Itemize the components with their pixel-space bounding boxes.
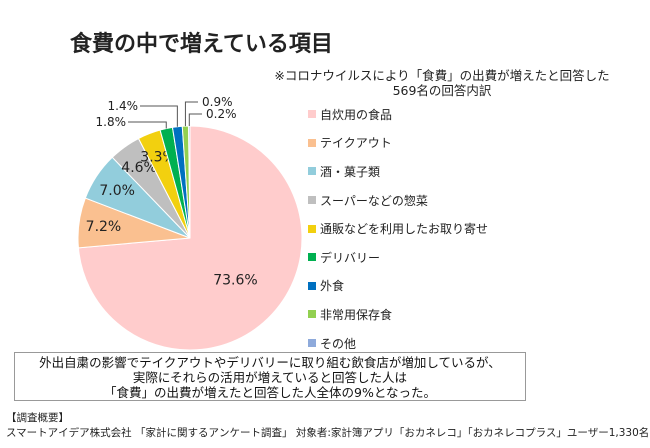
legend-item: 非常用保存食 xyxy=(308,300,488,329)
legend-label: 通販などを利用したお取り寄せ xyxy=(320,222,489,237)
legend-label: デリバリー xyxy=(320,250,381,265)
legend-label: テイクアウト xyxy=(320,136,392,151)
summary-line: 「食費」の出費が増えたと回答した人全体の9%となった。 xyxy=(104,385,436,400)
summary-line: 実際にそれらの活用が増えていると回答した人は xyxy=(132,370,408,385)
legend-item: 酒・菓子類 xyxy=(308,157,488,186)
data-label: 4.6% xyxy=(121,160,157,176)
legend-item: テイクアウト xyxy=(308,129,488,158)
legend-swatch xyxy=(308,310,316,319)
data-label: 7.0% xyxy=(99,183,135,199)
legend-swatch xyxy=(308,281,316,290)
data-label: 0.2% xyxy=(206,107,237,121)
subtitle-line: ※コロナウイルスにより「食費」の出費が増えたと回答した xyxy=(274,68,610,83)
legend-swatch xyxy=(308,167,316,176)
legend-swatch xyxy=(308,138,316,147)
data-label: 7.2% xyxy=(86,219,122,235)
leader-line xyxy=(188,113,202,127)
legend-label: 非常用保存食 xyxy=(320,307,393,322)
leader-line xyxy=(128,121,167,129)
legend-item: スーパーなどの惣菜 xyxy=(308,186,488,215)
subtitle-line: 569名の回答内訳 xyxy=(392,83,492,98)
legend-swatch xyxy=(308,253,316,262)
footer-text: スマートアイデア株式会社 「家計に関するアンケート調査」 対象者:家計簿アプリ「… xyxy=(6,427,650,439)
pie-slice xyxy=(188,125,191,239)
chart-subtitle: ※コロナウイルスにより「食費」の出費が増えたと回答した 569名の回答内訳 xyxy=(262,68,622,98)
legend-label: スーパーなどの惣菜 xyxy=(320,193,428,208)
legend-item: 通販などを利用したお取り寄せ xyxy=(308,214,488,243)
legend-item: 自炊用の食品 xyxy=(308,100,488,129)
legend-item: 外食 xyxy=(308,272,488,301)
legend-label: 自炊用の食品 xyxy=(320,107,393,122)
legend-swatch xyxy=(308,224,316,233)
leader-line xyxy=(140,105,178,127)
legend: 自炊用の食品 テイクアウト 酒・菓子類スーパーなどの惣菜通販などを利用したお取り寄せ… xyxy=(308,100,488,357)
data-label: 0.9% xyxy=(202,95,233,109)
legend-label: その他 xyxy=(320,336,357,351)
summary-line: 外出自粛の影響でテイクアウトやデリバリーに取り組む飲食店が増加しているが、 xyxy=(39,355,501,370)
legend-swatch xyxy=(308,339,316,348)
data-label: 1.8% xyxy=(96,115,127,129)
legend-label: 酒・菓子類 xyxy=(320,164,381,179)
data-label: 73.6% xyxy=(213,273,257,289)
leader-line xyxy=(184,101,198,127)
summary-box: 外出自粛の影響でテイクアウトやデリバリーに取り組む飲食店が増加しているが、 実際… xyxy=(14,352,526,401)
legend-item: その他 xyxy=(308,329,488,358)
chart-title: 食費の中で増えている項目 xyxy=(70,32,333,57)
legend-swatch xyxy=(308,110,316,119)
footer-heading: 【調査概要】 xyxy=(6,412,69,424)
legend-swatch xyxy=(308,196,316,205)
data-label: 1.4% xyxy=(108,99,139,113)
legend-label: 外食 xyxy=(320,279,345,294)
legend-item: デリバリー xyxy=(308,243,488,272)
